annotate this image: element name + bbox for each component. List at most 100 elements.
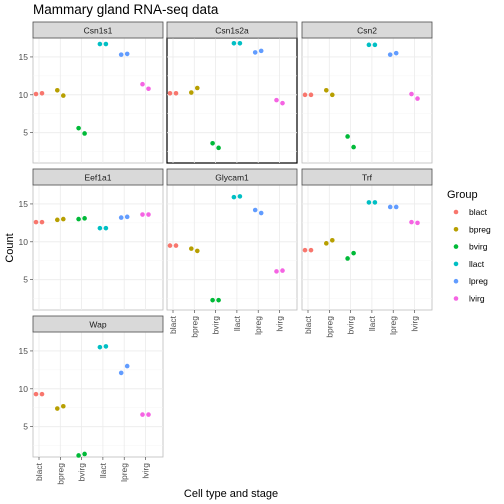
panel-background — [166, 184, 298, 311]
point-bvirg — [210, 141, 215, 146]
point-llact — [366, 42, 372, 48]
point-blact — [173, 243, 179, 248]
point-blact — [308, 92, 314, 98]
point-llact — [97, 225, 103, 231]
point-lvirg — [409, 219, 414, 225]
legend-key-bpreg — [453, 227, 459, 232]
point-llact — [237, 41, 243, 46]
point-bpreg — [324, 87, 329, 93]
point-lvirg — [409, 91, 414, 97]
point-llact — [97, 344, 103, 350]
legend-label-lpreg: lpreg — [469, 276, 488, 286]
point-blact — [39, 391, 45, 397]
point-bvirg — [76, 453, 81, 458]
point-lvirg — [140, 212, 145, 217]
point-llact — [103, 225, 109, 231]
facet-label: Glycam1 — [215, 173, 249, 183]
point-lpreg — [118, 370, 124, 376]
point-llact — [103, 41, 109, 47]
point-bvirg — [351, 144, 356, 150]
point-llact — [237, 194, 243, 199]
point-bpreg — [195, 248, 200, 254]
point-llact — [97, 41, 103, 47]
point-blact — [167, 91, 173, 96]
y-tick-label: 10 — [19, 90, 29, 100]
legend: Group blact bpreg bvirg llact lpreg lvirg — [447, 189, 491, 304]
facet-strip — [32, 315, 164, 333]
point-lvirg — [415, 220, 420, 226]
point-lpreg — [387, 204, 393, 210]
x-tick-label-llact: llact — [98, 462, 108, 478]
point-llact — [372, 200, 378, 205]
point-lpreg — [393, 204, 399, 210]
point-lvirg — [415, 96, 420, 101]
point-lpreg — [258, 210, 264, 216]
point-bpreg — [61, 403, 66, 409]
panel-background — [301, 37, 433, 164]
x-tick-label-blact: blact — [303, 315, 313, 334]
point-blact — [39, 91, 45, 96]
x-tick-label-bvirg: bvirg — [211, 316, 221, 335]
point-bpreg — [189, 246, 194, 251]
facet-label: Eef1a1 — [85, 173, 112, 183]
point-llact — [372, 42, 378, 48]
x-tick-label-lvirg: lvirg — [275, 316, 285, 332]
point-bvirg — [216, 297, 221, 303]
point-blact — [302, 92, 308, 98]
x-tick-label-lpreg: lpreg — [388, 316, 398, 335]
legend-key-lvirg — [453, 296, 459, 301]
x-tick-label-blact: blact — [168, 315, 178, 334]
point-lvirg — [140, 81, 145, 87]
point-bvirg — [82, 451, 87, 457]
legend-label-bpreg: bpreg — [469, 224, 491, 234]
point-lpreg — [124, 363, 130, 369]
point-lpreg — [258, 48, 264, 54]
x-tick-label-lpreg: lpreg — [119, 463, 129, 482]
point-lpreg — [124, 51, 130, 57]
facet-strip — [301, 168, 433, 186]
facet-strip — [301, 21, 433, 39]
point-bvirg — [345, 256, 350, 261]
facet-label: Wap — [89, 320, 106, 330]
point-bpreg — [195, 85, 200, 91]
panel-background — [301, 184, 433, 311]
legend-title: Group — [447, 189, 478, 201]
facet-label: Csn1s2a — [215, 26, 249, 36]
point-lpreg — [118, 52, 124, 57]
point-bvirg — [82, 216, 87, 221]
point-lpreg — [252, 50, 258, 55]
point-bvirg — [76, 216, 81, 222]
facet-label: Csn1s1 — [84, 26, 113, 36]
y-tick-label: 15 — [19, 199, 29, 209]
point-bpreg — [61, 93, 66, 98]
x-tick-label-lpreg: lpreg — [253, 316, 263, 335]
point-lvirg — [280, 100, 285, 106]
legend-label-blact: blact — [469, 207, 488, 217]
legend-label-bvirg: bvirg — [469, 242, 488, 252]
point-blact — [33, 219, 39, 225]
facet-strip — [166, 168, 298, 186]
panel-csn1s1: Csn1s1 5 10 15 — [19, 21, 164, 164]
point-lpreg — [393, 50, 399, 56]
point-llact — [103, 344, 109, 349]
point-blact — [33, 391, 39, 397]
point-lvirg — [140, 412, 145, 417]
panel-glycam1: Glycam1 blact bpreg bvirg llact lpreg lvirg — [166, 168, 298, 338]
point-lpreg — [118, 215, 124, 220]
x-tick-label-bpreg: bpreg — [55, 463, 65, 485]
legend-label-lvirg: lvirg — [469, 294, 485, 304]
x-tick-label-blact: blact — [34, 462, 44, 481]
panel-background — [32, 184, 164, 311]
y-tick-label: 10 — [19, 237, 29, 247]
panel-wap: Wap 5 10 15 blact bpreg bvirg llact lpreg lvirg — [19, 315, 164, 485]
point-lvirg — [146, 86, 151, 92]
point-bvirg — [351, 250, 356, 256]
legend-key-bvirg — [453, 244, 459, 249]
facet-strip — [32, 21, 164, 39]
point-bvirg — [82, 131, 87, 136]
panel-trf: Trf blact bpreg bvirg llact lpreg lvirg — [301, 168, 433, 338]
point-llact — [231, 41, 237, 46]
y-tick-label: 5 — [23, 275, 28, 285]
y-tick-label: 5 — [23, 422, 28, 432]
point-bpreg — [330, 238, 335, 243]
